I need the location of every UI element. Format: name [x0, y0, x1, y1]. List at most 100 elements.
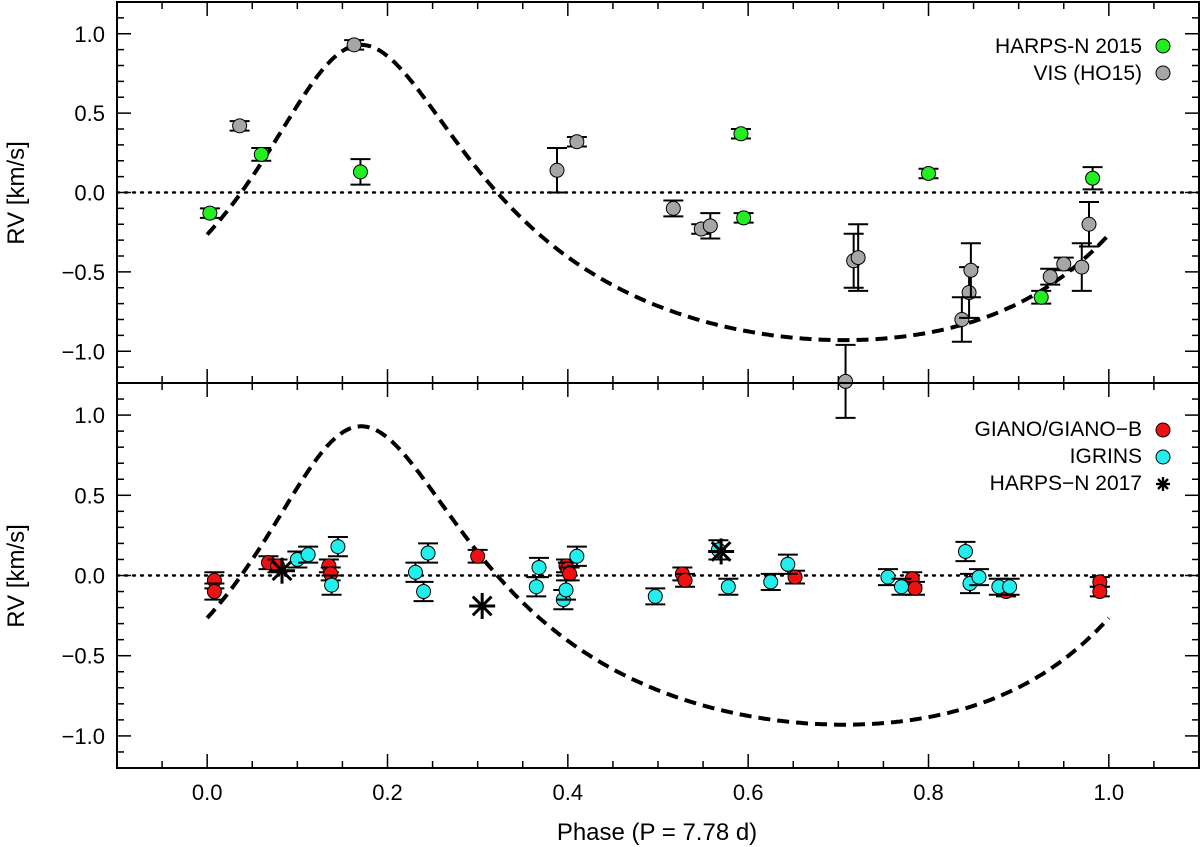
- x-axis-label: Phase (P = 7.78 d): [557, 819, 757, 846]
- igrins-point: [405, 561, 426, 583]
- giano-giano-b-point: [675, 572, 696, 588]
- igrins-point: [566, 545, 587, 567]
- x-tick-label: 0.8: [913, 780, 944, 805]
- giano-giano-b-marker: [907, 580, 923, 596]
- vis-ho15--marker: [1056, 256, 1072, 272]
- igrins-marker: [880, 569, 896, 585]
- vis-ho15--point: [960, 242, 981, 299]
- x-tick-labels: 0.0 0.2 0.4 0.6 0.8 1.0: [192, 780, 1124, 805]
- vis-ho15--marker: [1074, 259, 1090, 275]
- igrins-point: [413, 580, 434, 603]
- harps-n-2017-point: [469, 592, 496, 619]
- legend: GIANO/GIANO−B IGRINS HARPS−N 2017: [975, 418, 1171, 495]
- igrins-point: [645, 587, 666, 606]
- harps-n-2015-point: [350, 158, 371, 186]
- legend-label-harps-n-2015: HARPS-N 2015: [995, 35, 1142, 58]
- data-points: [204, 536, 1110, 619]
- legend-marker-vis-ho15: [1155, 65, 1171, 81]
- igrins-point: [777, 553, 798, 575]
- giano-giano-b-point: [904, 580, 925, 596]
- y-tick-label: 0.0: [74, 564, 105, 589]
- legend-marker-giano: [1155, 422, 1171, 438]
- vis-ho15--point: [344, 37, 365, 53]
- legend: HARPS-N 2015 VIS (HO15): [995, 35, 1171, 85]
- igrins-marker: [324, 577, 340, 593]
- igrins-point: [891, 577, 912, 596]
- legend-label-giano: GIANO/GIANO−B: [975, 418, 1142, 441]
- legend-label-igrins: IGRINS: [1070, 445, 1142, 468]
- y-tick-labels: −1.0 −0.5 0.0 0.5 1.0: [62, 22, 105, 365]
- vis-ho15--point: [547, 147, 568, 194]
- harps-n-2017-point: [269, 557, 296, 584]
- model-curve: [205, 424, 1111, 727]
- giano-giano-b-marker: [470, 548, 486, 564]
- harps-n-2015-marker: [921, 165, 936, 181]
- vis-ho15--marker: [549, 162, 565, 178]
- harps-n-2015-marker: [352, 164, 368, 180]
- giano-giano-b-point: [320, 566, 341, 582]
- vis-ho15--point: [848, 223, 869, 292]
- y-tick-label: −0.5: [62, 260, 105, 285]
- model-rv-curve: [205, 424, 1111, 727]
- harps-n-2015-point: [1082, 166, 1103, 191]
- vis-ho15--point: [566, 134, 587, 150]
- igrins-point: [327, 536, 348, 558]
- igrins-point: [999, 577, 1020, 596]
- giano-giano-b-point: [1089, 584, 1110, 600]
- legend-label-harps-n-2017: HARPS−N 2017: [990, 472, 1142, 495]
- legend-label-vis-ho15: VIS (HO15): [1033, 62, 1142, 85]
- vis-ho15--marker: [838, 373, 854, 389]
- vis-ho15--marker: [346, 37, 362, 53]
- harps-n-2015-point: [918, 165, 939, 181]
- igrins-marker: [558, 582, 574, 598]
- y-tick-label: 0.5: [74, 483, 105, 508]
- igrins-marker: [407, 564, 423, 580]
- y-tick-label: 0.5: [74, 101, 105, 126]
- y-tick-labels: −1.0 −0.5 0.0 0.5 1.0: [62, 403, 105, 749]
- vis-ho15--point: [1053, 256, 1074, 272]
- igrins-marker: [420, 545, 436, 561]
- giano-giano-b-point: [204, 582, 225, 601]
- harps-n-2015-marker: [1085, 170, 1101, 186]
- igrins-marker: [893, 579, 909, 595]
- giano-giano-b-marker: [787, 569, 803, 585]
- x-tick-label: 0.2: [372, 780, 403, 805]
- y-axis-label: RV [km/s]: [3, 141, 30, 245]
- y-axis-label: RV [km/s]: [3, 524, 30, 628]
- x-tick-label: 0.6: [733, 780, 764, 805]
- giano-giano-b-point: [467, 548, 488, 564]
- igrins-marker: [569, 548, 585, 564]
- y-tick-label: −1.0: [62, 339, 105, 364]
- harps-n-2015-marker: [1033, 289, 1049, 305]
- igrins-marker: [330, 539, 346, 555]
- x-tick-label: 0.4: [553, 780, 584, 805]
- legend-marker-harps-n-2017: [1156, 477, 1170, 491]
- vis-ho15--marker: [963, 262, 979, 278]
- y-tick-label: 0.0: [74, 181, 105, 206]
- vis-ho15--marker: [1081, 216, 1097, 232]
- y-tick-label: −0.5: [62, 644, 105, 669]
- igrins-point: [298, 545, 319, 564]
- igrins-marker: [1002, 579, 1018, 595]
- vis-ho15--marker: [954, 312, 970, 327]
- asterisk-stroke: [471, 595, 493, 617]
- y-tick-label: 1.0: [74, 403, 105, 428]
- harps-n-2015-marker: [202, 205, 218, 221]
- igrins-point: [955, 540, 976, 563]
- vis-ho15--point: [1040, 267, 1061, 286]
- igrins-point: [321, 574, 342, 596]
- data-points: [199, 37, 1103, 419]
- harps-n-2017-point: [708, 538, 735, 565]
- harps-n-2015-marker: [736, 210, 752, 226]
- igrins-marker: [763, 574, 779, 590]
- top-panel: −1.0 −0.5 0.0 0.5 1.0 RV [km/s] HARPS-N 2015…: [3, 1, 1200, 419]
- vis-ho15--marker: [665, 200, 681, 216]
- vis-ho15--marker: [232, 118, 248, 134]
- igrins-point: [528, 556, 549, 579]
- igrins-marker: [720, 579, 736, 595]
- igrins-point: [877, 568, 898, 587]
- igrins-point: [526, 576, 547, 598]
- y-tick-label: 1.0: [74, 22, 105, 47]
- legend-marker-igrins: [1155, 449, 1171, 465]
- axes: [116, 382, 1200, 769]
